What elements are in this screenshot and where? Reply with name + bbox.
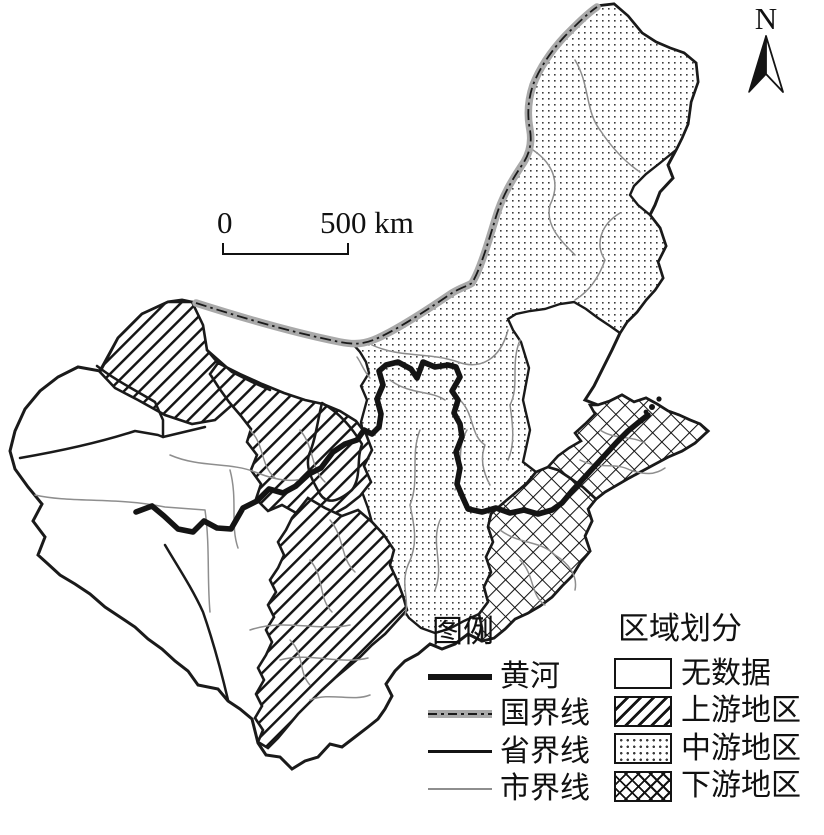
legend-item-label: 省界线: [500, 734, 590, 768]
scale-bar-bracket: [222, 243, 349, 255]
region-item-midstream: 中游地区: [614, 730, 824, 768]
legend-item-label: 国界线: [500, 697, 590, 731]
scale-zero-label: 0: [217, 205, 233, 240]
north-arrow-icon: [748, 35, 784, 93]
city-boundary-swatch: [428, 788, 492, 791]
no-data-swatch: [614, 658, 672, 690]
region-item-label: 中游地区: [681, 731, 801, 765]
midstream-swatch: [614, 733, 672, 765]
city-boundary-lines: [34, 59, 666, 701]
region-item-label: 上游地区: [681, 694, 801, 728]
scale-bar: 0 500 km: [205, 205, 445, 260]
region-upstream-south: [253, 496, 409, 750]
line-legend: 图例 黄河 国界线 省界线 市界线: [428, 616, 613, 808]
river-delta: [643, 396, 662, 415]
region-legend: 区域划分 无数据 上游地区 中游地区 下游地区: [614, 613, 824, 805]
legend-item-city-boundary: 市界线: [428, 771, 613, 809]
region-item-no-data: 无数据: [614, 655, 824, 693]
yellow-river-path: [133, 359, 651, 535]
region-item-downstream: 下游地区: [614, 768, 824, 806]
legend-item-label: 市界线: [500, 772, 590, 806]
province-boundary-swatch: [428, 750, 492, 754]
legend-item-label: 黄河: [500, 659, 560, 693]
legend-item-national-boundary: 国界线: [428, 696, 613, 734]
legend-title: 图例: [432, 614, 494, 649]
legend-item-province-boundary: 省界线: [428, 733, 613, 771]
region-legend-title: 区域划分: [618, 611, 742, 646]
north-label: N: [754, 1, 778, 36]
national-boundary-dashdot: [195, 6, 598, 345]
legend-item-river: 黄河: [428, 658, 613, 696]
national-boundary-swatch: [428, 710, 492, 719]
region-item-upstream: 上游地区: [614, 693, 824, 731]
region-item-label: 无数据: [681, 656, 771, 690]
downstream-swatch: [614, 770, 672, 802]
region-item-label: 下游地区: [681, 769, 801, 803]
scale-end-label: 500 km: [320, 205, 414, 240]
river-line-swatch: [428, 674, 492, 680]
north-arrow: N: [736, 1, 796, 104]
upstream-swatch: [614, 695, 672, 727]
